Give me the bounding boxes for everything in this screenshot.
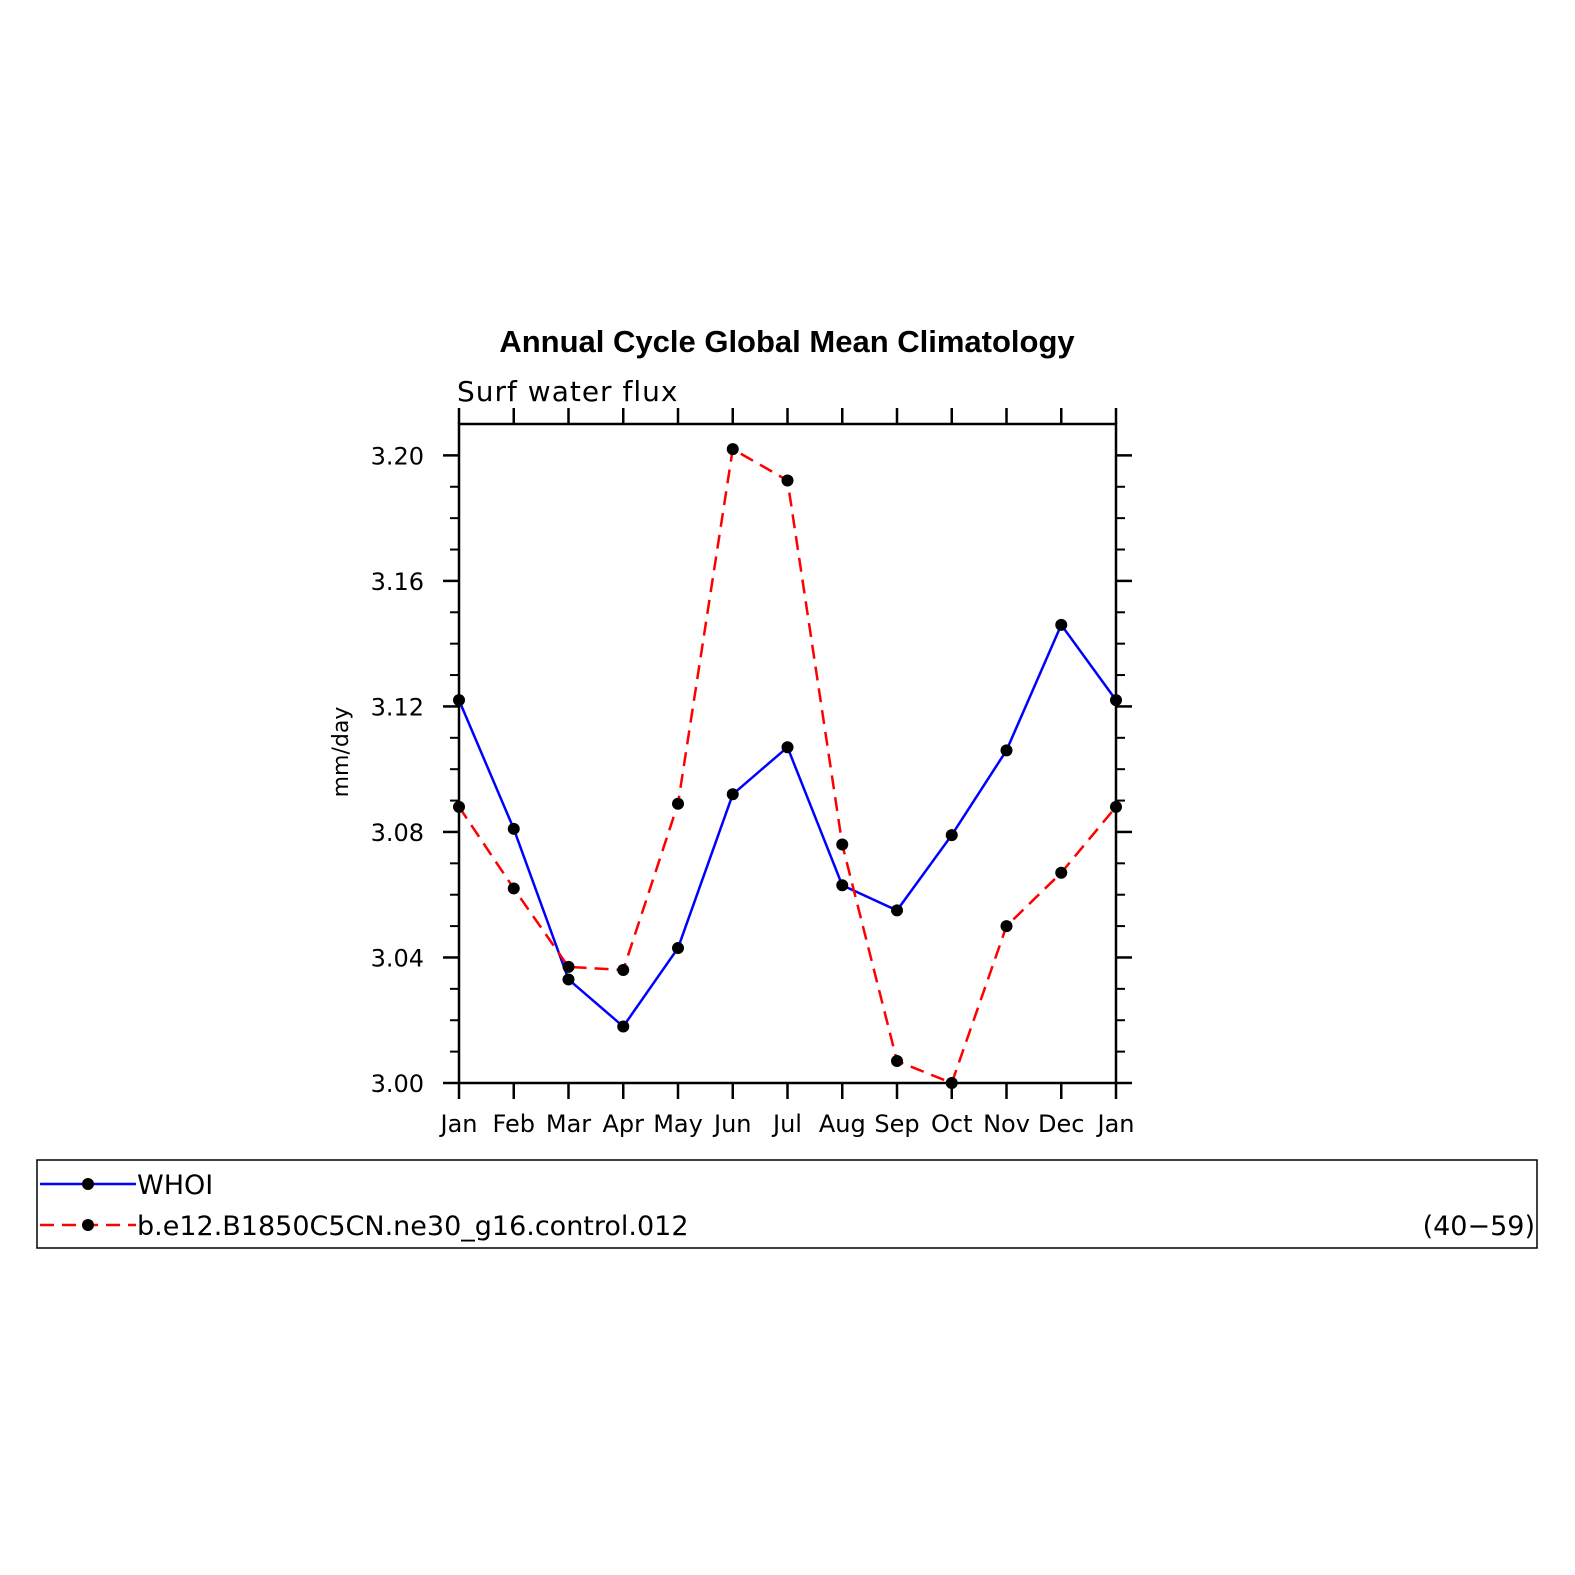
legend-box <box>36 1159 1538 1249</box>
data-point <box>891 1055 903 1068</box>
y-tick-label: 3.16 <box>371 568 424 596</box>
legend-marker <box>82 1178 94 1190</box>
x-tick-label: Jan <box>439 1110 478 1138</box>
x-tick-label: Mar <box>546 1110 591 1138</box>
data-point <box>562 960 575 973</box>
data-point <box>1110 800 1122 813</box>
data-point <box>507 822 520 835</box>
data-point <box>726 443 739 456</box>
data-point <box>836 879 849 892</box>
data-point <box>617 964 630 977</box>
data-point <box>1055 866 1068 879</box>
data-point <box>562 973 575 986</box>
data-point <box>1000 744 1013 757</box>
data-point <box>672 942 684 955</box>
y-tick-label: 3.04 <box>371 944 424 972</box>
series-line-b.e12.B1850C5CN.ne30_g16.control.012 <box>457 447 1117 1085</box>
data-point <box>507 882 520 895</box>
chart-title: Annual Cycle Global Mean Climatology <box>499 324 1075 359</box>
plot-frame <box>457 422 1118 1085</box>
data-point <box>945 1077 958 1089</box>
data-point <box>836 838 849 851</box>
series-line-WHOI <box>457 622 1118 1029</box>
legend-label: WHOI <box>137 1170 213 1201</box>
y-axis-label: mm/day <box>329 707 354 798</box>
x-tick-label: Jun <box>712 1110 752 1138</box>
data-point <box>453 694 465 707</box>
y-tick-label: 3.20 <box>371 442 424 470</box>
x-tick-label: Nov <box>983 1110 1030 1138</box>
data-point <box>672 797 684 810</box>
data-point <box>1110 694 1122 707</box>
legend-note: (40−59) <box>1423 1211 1535 1242</box>
legend-label: b.e12.B1850C5CN.ne30_g16.control.012 <box>137 1211 689 1242</box>
data-point <box>781 474 794 487</box>
x-tick-label: Oct <box>931 1110 973 1138</box>
data-point <box>1000 920 1013 933</box>
x-tick-label: Dec <box>1038 1110 1084 1138</box>
data-point <box>781 741 794 754</box>
data-point <box>726 788 739 801</box>
x-tick-label: Feb <box>493 1110 536 1138</box>
y-tick-label: 3.12 <box>371 693 424 721</box>
chart-subtitle: Surf water flux <box>457 375 678 408</box>
x-tick-label: May <box>653 1110 703 1138</box>
x-tick-label: Sep <box>874 1110 919 1138</box>
x-tick-label: Apr <box>602 1110 644 1138</box>
x-tick-label: Jan <box>1096 1110 1135 1138</box>
x-tick-label: Aug <box>819 1110 866 1138</box>
legend-marker <box>82 1219 94 1231</box>
legend: WHOI b.e12.B1850C5CN.ne30_g16.control.012… <box>36 1159 1538 1249</box>
y-tick-label: 3.08 <box>371 819 424 847</box>
data-point <box>1055 618 1068 631</box>
y-tick-label: 3.00 <box>371 1070 424 1098</box>
series-layer <box>453 443 1122 1089</box>
data-point <box>453 800 465 813</box>
data-point <box>945 829 958 842</box>
plot-axes: Jan Feb Mar Apr May Jun Jul Aug Sep Oct Nov Dec Jan 3… <box>371 408 1135 1138</box>
data-point <box>891 904 903 917</box>
data-point <box>617 1020 630 1033</box>
x-tick-label: Jul <box>771 1110 802 1138</box>
